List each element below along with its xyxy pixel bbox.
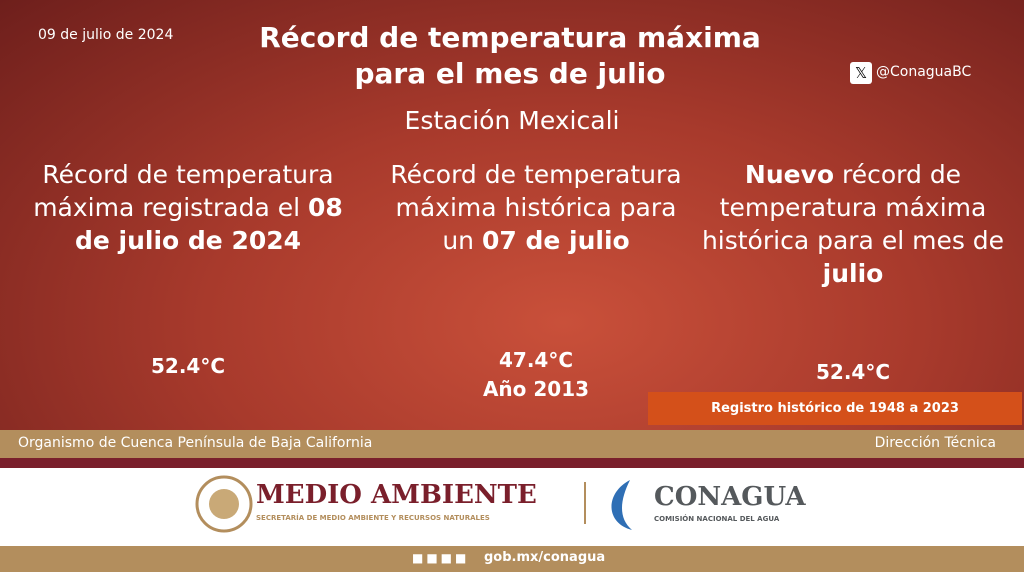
handle: @ConaguaBC [876,64,972,80]
text-segment: Récord de temperatura máxima histórica p… [390,160,682,255]
column-value: 52.4°C [150,354,226,378]
band-left: Organismo de Cuenca Península de Baja Ca… [18,435,373,451]
column-text: Nuevo récord de temperatura máxima histó… [693,158,1013,290]
semarnat-sub: SECRETARÍA DE MEDIO AMBIENTE Y RECURSOS … [256,514,490,522]
logos [195,475,632,533]
text-segment: 07 de julio [481,226,630,255]
semarnat-title: MEDIO AMBIENTE [256,480,537,510]
seal [195,475,253,533]
text-segment: Récord de temperatura máxima registrada … [33,160,334,222]
seal-center [209,489,239,519]
footer [0,546,1024,572]
band-right: Dirección Técnica [874,435,996,451]
badge: Registro histórico de 1948 a 2023 [648,392,1022,425]
column-text: Récord de temperatura máxima registrada … [28,158,348,257]
footer-url: gob.mx/conagua [484,550,606,565]
x-icon: 𝕏 [850,62,872,84]
column-text: Récord de temperatura máxima histórica p… [376,158,696,257]
text-segment: julio [822,259,884,288]
column-value: Año 2013 [482,377,590,401]
band [0,430,1024,458]
subtitle: Estación Mexicali [404,106,620,135]
column-value: 52.4°C [815,360,891,384]
text-segment: récord de temperatura máxima histórica p… [701,160,1005,255]
text-segment: 08 de julio de 2024 [74,193,343,255]
social-icons: ■■■■ [412,551,470,565]
column-value: 47.4°C [498,348,574,372]
text-segment: Nuevo [744,160,835,189]
conagua-title: CONAGUA [654,482,806,512]
title: Récord de temperatura máxima para el mes… [259,21,761,90]
conagua-icon [611,480,632,530]
conagua-sub: COMISIÓN NACIONAL DEL AGUA [654,515,780,523]
date: 09 de julio de 2024 [38,27,174,43]
band-stripe [0,458,1024,468]
